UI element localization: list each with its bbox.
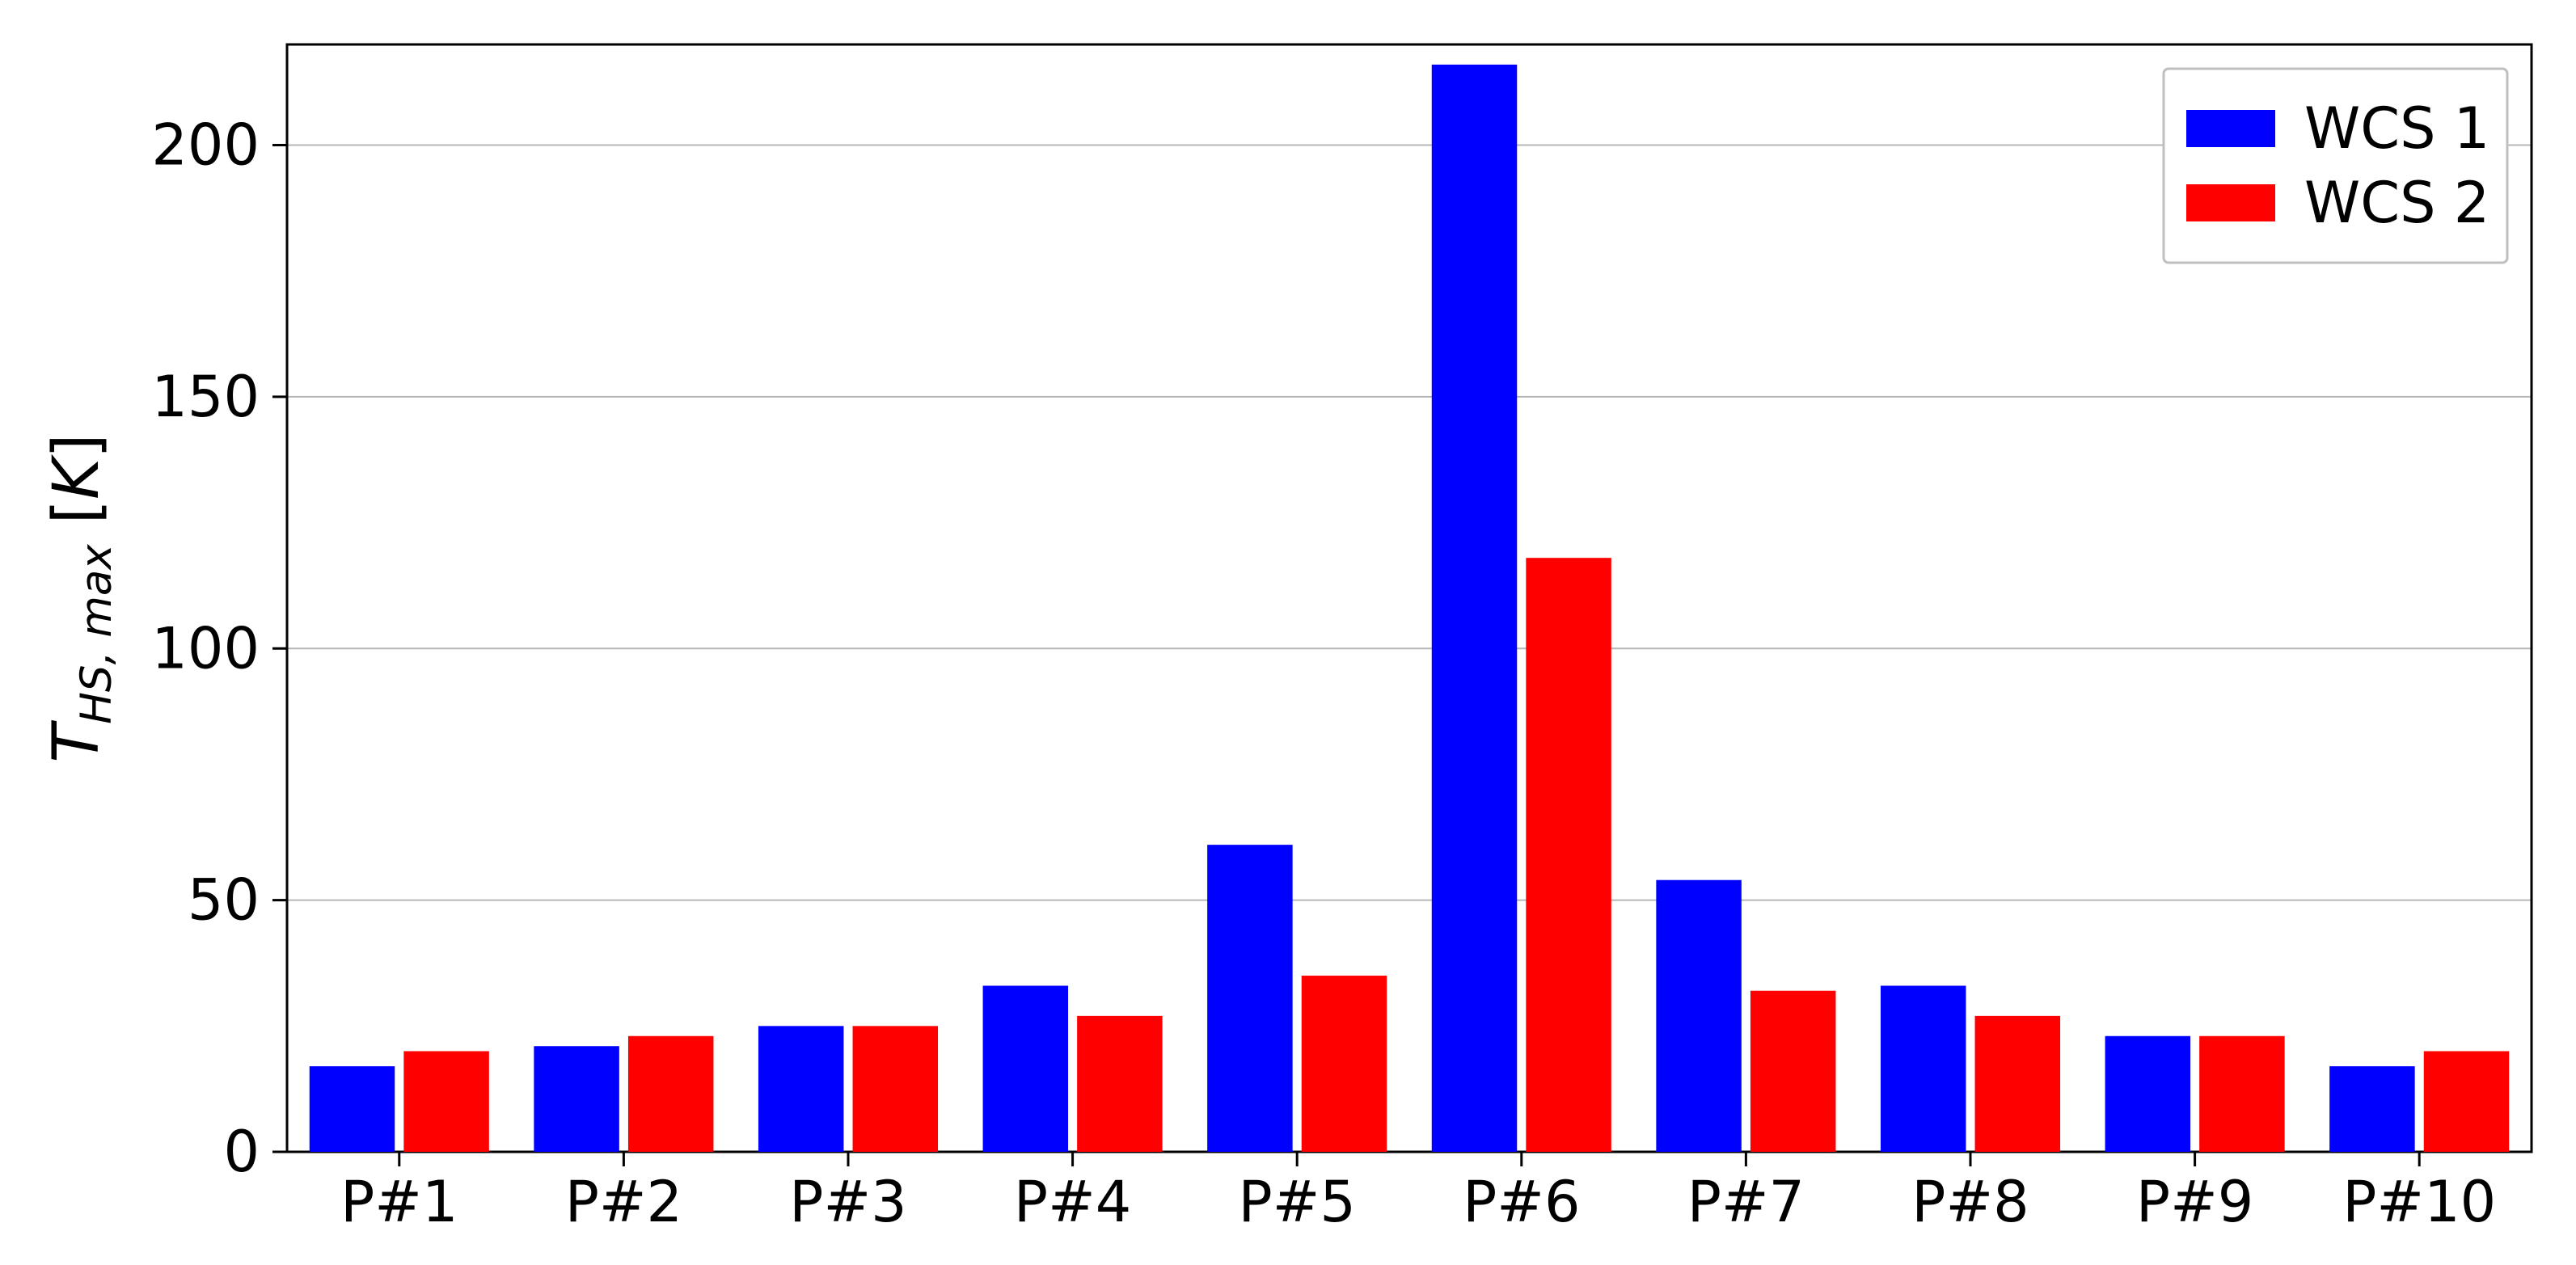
xtick-label: P#7 (1687, 1169, 1805, 1235)
chart-svg: 0 50 100 150 200 P#1 P#2 P#3 P#4 P#5 P#6 P#7 P#8 P#9 P… (0, 0, 2576, 1265)
bar (534, 1046, 619, 1152)
xtick-label: P#4 (1014, 1169, 1131, 1235)
ytick-label: 100 (151, 615, 260, 681)
bar (758, 1026, 843, 1152)
bar (403, 1051, 488, 1152)
xtick-label: P#5 (1238, 1169, 1355, 1235)
bar (1077, 1016, 1162, 1152)
bar (1302, 976, 1387, 1152)
legend-label: WCS 1 (2304, 95, 2489, 162)
ytick-label: 50 (188, 867, 260, 934)
bar (1207, 845, 1292, 1152)
ytick-label: 150 (151, 364, 260, 430)
bar (2105, 1036, 2190, 1152)
ytick-label: 200 (151, 112, 260, 179)
xtick-label: P#8 (1911, 1169, 2029, 1235)
bar (1656, 880, 1741, 1152)
legend-swatch (2186, 110, 2275, 147)
bar (1881, 986, 1966, 1153)
bar (1750, 991, 1835, 1152)
bar (628, 1036, 713, 1152)
ytick-label: 0 (223, 1119, 260, 1185)
legend-swatch (2186, 184, 2275, 221)
xtick-label: P#6 (1463, 1169, 1580, 1235)
xtick-label: P#1 (340, 1169, 458, 1235)
bar (2329, 1066, 2414, 1152)
bar (1526, 558, 1611, 1152)
legend-label: WCS 2 (2304, 170, 2489, 236)
bar (2199, 1036, 2284, 1152)
bar (853, 1026, 938, 1152)
legend: WCS 1 WCS 2 (2164, 69, 2507, 263)
bar (1975, 1016, 2060, 1152)
bar (310, 1066, 395, 1152)
xtick-label: P#2 (565, 1169, 682, 1235)
bar (2424, 1051, 2509, 1152)
bar-chart: 0 50 100 150 200 P#1 P#2 P#3 P#4 P#5 P#6 P#7 P#8 P#9 P… (0, 0, 2576, 1265)
xtick-label: P#10 (2342, 1169, 2496, 1235)
xtick-label: P#9 (2136, 1169, 2253, 1235)
xtick-label: P#3 (789, 1169, 906, 1235)
bar (983, 986, 1068, 1153)
bar (1432, 65, 1517, 1152)
